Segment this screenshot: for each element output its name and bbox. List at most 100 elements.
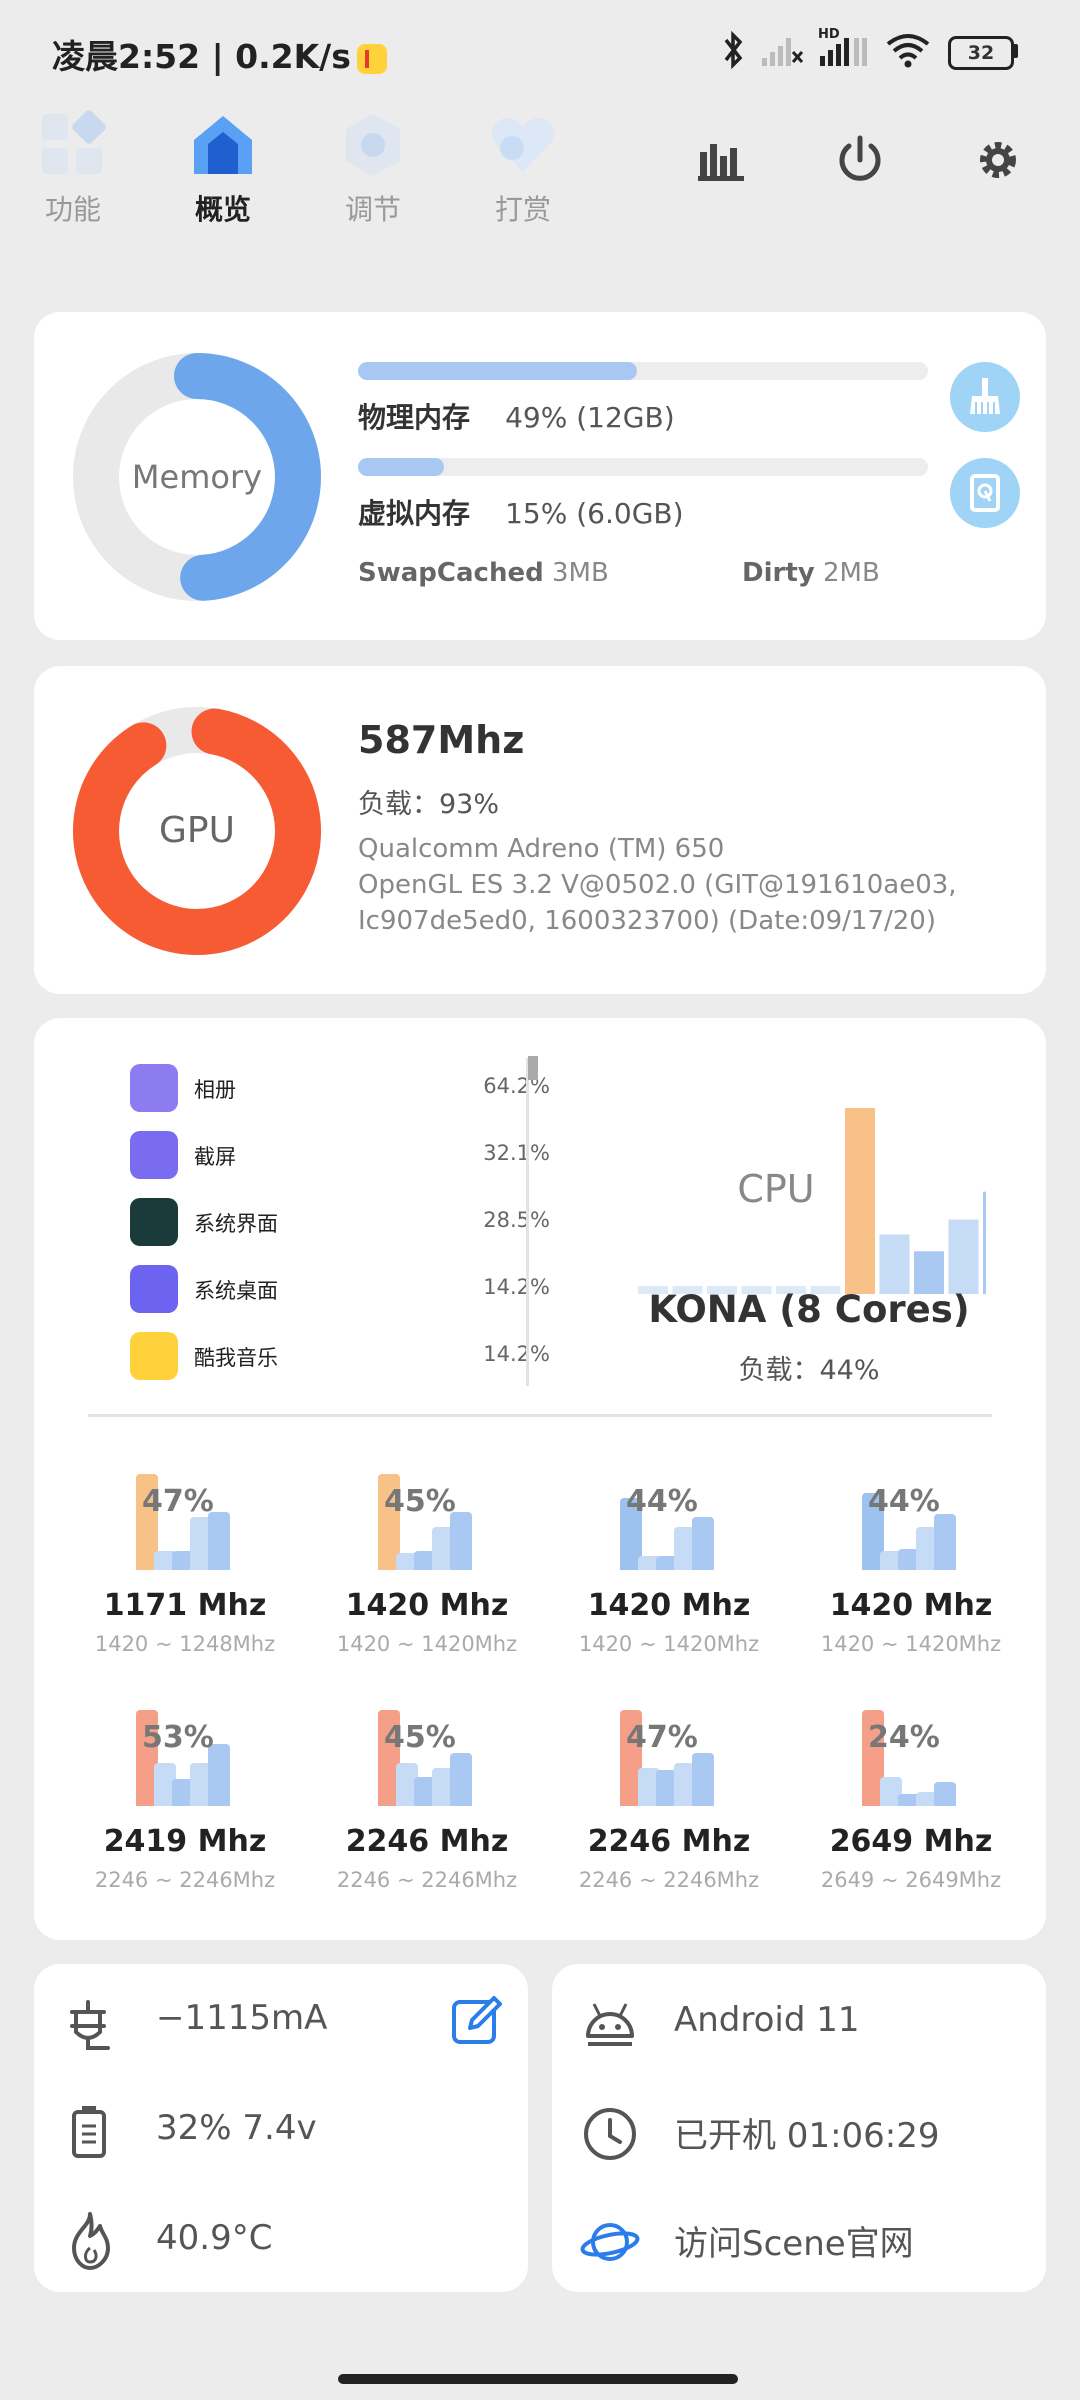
battery-level-icon (72, 2106, 106, 2158)
cpu-chart-label: CPU (737, 1167, 814, 1211)
core-bar (136, 1474, 158, 1570)
core-bar (154, 1550, 176, 1570)
core-bar (862, 1710, 884, 1806)
core-frequency-range: 2246 ~ 2246Mhz (94, 1868, 276, 1892)
core-bar (656, 1555, 678, 1570)
process-row[interactable]: 相册 64.2% (130, 1064, 550, 1114)
planet-icon[interactable] (580, 2212, 640, 2272)
battery-tip (1013, 44, 1018, 58)
bar-chart-icon[interactable] (690, 130, 750, 190)
process-list-scrollbar[interactable] (528, 1056, 538, 1080)
core-bar (692, 1517, 714, 1570)
core-bar (620, 1710, 642, 1806)
core-bar (378, 1710, 400, 1806)
physical-memory-fill (358, 362, 638, 380)
edit-icon[interactable] (448, 1992, 504, 2048)
core-mini-chart (378, 1472, 478, 1570)
core-frequency-range: 2246 ~ 2246Mhz (336, 1868, 518, 1892)
core-load: 44% (626, 1484, 698, 1519)
cpu-core-1: 45% 1420 Mhz 1420 ~ 1420Mhz (332, 1472, 522, 1692)
gesture-bar[interactable] (338, 2374, 738, 2384)
core-bar (208, 1743, 230, 1806)
nav-label-functions: 功能 (44, 193, 101, 226)
core-bar (154, 1762, 176, 1806)
process-percent: 32.1% (483, 1141, 550, 1165)
storage-icon (970, 474, 1000, 512)
clean-memory-button[interactable] (950, 362, 1020, 432)
bluetooth-icon (724, 30, 743, 70)
core-frequency: 2419 Mhz (103, 1824, 267, 1859)
svg-text:HD: HD (818, 27, 840, 42)
core-bar (172, 1550, 194, 1570)
core-bar (916, 1791, 938, 1806)
core-frequency-range: 1420 ~ 1420Mhz (820, 1632, 1002, 1656)
temperature-flame-icon (72, 2212, 110, 2270)
core-bar (674, 1762, 696, 1806)
core-mini-chart (378, 1708, 478, 1806)
physical-memory-bar (358, 362, 928, 380)
core-bar (674, 1526, 696, 1570)
nav-tab-functions[interactable]: 功能 (18, 110, 128, 228)
core-bar (898, 1794, 920, 1806)
gpu-frequency: 587Mhz (358, 718, 525, 762)
swap-settings-button[interactable] (950, 458, 1020, 528)
core-frequency: 2246 Mhz (345, 1824, 509, 1859)
core-frequency-range: 1420 ~ 1420Mhz (336, 1632, 518, 1656)
memory-ring: Memory (73, 353, 321, 601)
status-bar: 凌晨2:52 | 0.2K/s HD 32 (0, 0, 1080, 100)
cpu-overall-bar (879, 1234, 910, 1294)
core-mini-chart (620, 1472, 720, 1570)
virtual-memory-value: 15% (6.0GB) (505, 497, 684, 530)
cpu-divider (88, 1414, 992, 1417)
app-icon (130, 1198, 178, 1246)
nav-tab-overview[interactable]: 概览 (168, 110, 278, 228)
clock-icon (584, 2108, 636, 2160)
gear-icon[interactable] (968, 130, 1028, 190)
nav-tab-adjust[interactable]: 调节 (318, 110, 428, 228)
core-bar (136, 1710, 158, 1806)
gpu-ring-label: GPU (159, 810, 235, 851)
process-row[interactable]: 酷我音乐 14.2% (130, 1332, 550, 1382)
swapcached-stat: SwapCached 3MB (358, 558, 609, 588)
process-name: 相册 (194, 1078, 236, 1102)
cpu-core-2: 44% 1420 Mhz 1420 ~ 1420Mhz (574, 1472, 764, 1692)
cpu-overall-chart: CPU (638, 1108, 986, 1294)
status-time-speed: 凌晨2:52 | 0.2K/s (52, 30, 387, 78)
core-frequency-range: 1420 ~ 1420Mhz (578, 1632, 760, 1656)
core-load: 53% (142, 1720, 214, 1755)
core-bar (638, 1555, 660, 1570)
core-load: 45% (384, 1484, 456, 1519)
android-icon (586, 2003, 634, 2046)
app-icon (130, 1265, 178, 1313)
app-icon (130, 1064, 178, 1112)
core-bar (880, 1550, 902, 1570)
cpu-overall-bar (776, 1286, 806, 1294)
nav-tab-tip[interactable]: 打赏 (468, 110, 578, 228)
process-percent: 28.5% (483, 1208, 550, 1232)
cpu-core-4: 53% 2419 Mhz 2246 ~ 2246Mhz (90, 1708, 280, 1928)
visit-website-link[interactable]: 访问Scene官网 (674, 2224, 914, 2264)
process-row[interactable]: 系统桌面 14.2% (130, 1265, 550, 1315)
core-bar (620, 1498, 642, 1570)
core-bar (432, 1767, 454, 1806)
physical-memory-label: 物理内存 (358, 401, 471, 434)
core-frequency: 1420 Mhz (345, 1588, 509, 1623)
virtual-memory-fill (358, 458, 444, 476)
process-row[interactable]: 系统界面 28.5% (130, 1198, 550, 1248)
memory-card: Memory 物理内存 49% (12GB) 虚拟内存 15% (6.0GB) … (34, 312, 1046, 640)
nav-label-adjust: 调节 (344, 193, 401, 226)
cpu-core-0: 47% 1171 Mhz 1420 ~ 1248Mhz (90, 1472, 280, 1692)
core-frequency: 1420 Mhz (829, 1588, 993, 1623)
core-bar (432, 1526, 454, 1570)
heart-icon (488, 110, 558, 180)
cpu-overall-bar (914, 1251, 944, 1294)
process-row[interactable]: 截屏 32.1% (130, 1131, 550, 1181)
power-icon[interactable] (830, 130, 890, 190)
process-name: 截屏 (194, 1145, 236, 1169)
physical-memory-value: 49% (12GB) (505, 401, 675, 434)
core-mini-chart (862, 1708, 962, 1806)
core-bar (934, 1514, 956, 1570)
process-name: 系统界面 (194, 1212, 278, 1236)
uptime: 已开机 01:06:29 (674, 2116, 940, 2156)
core-bar (450, 1753, 472, 1806)
